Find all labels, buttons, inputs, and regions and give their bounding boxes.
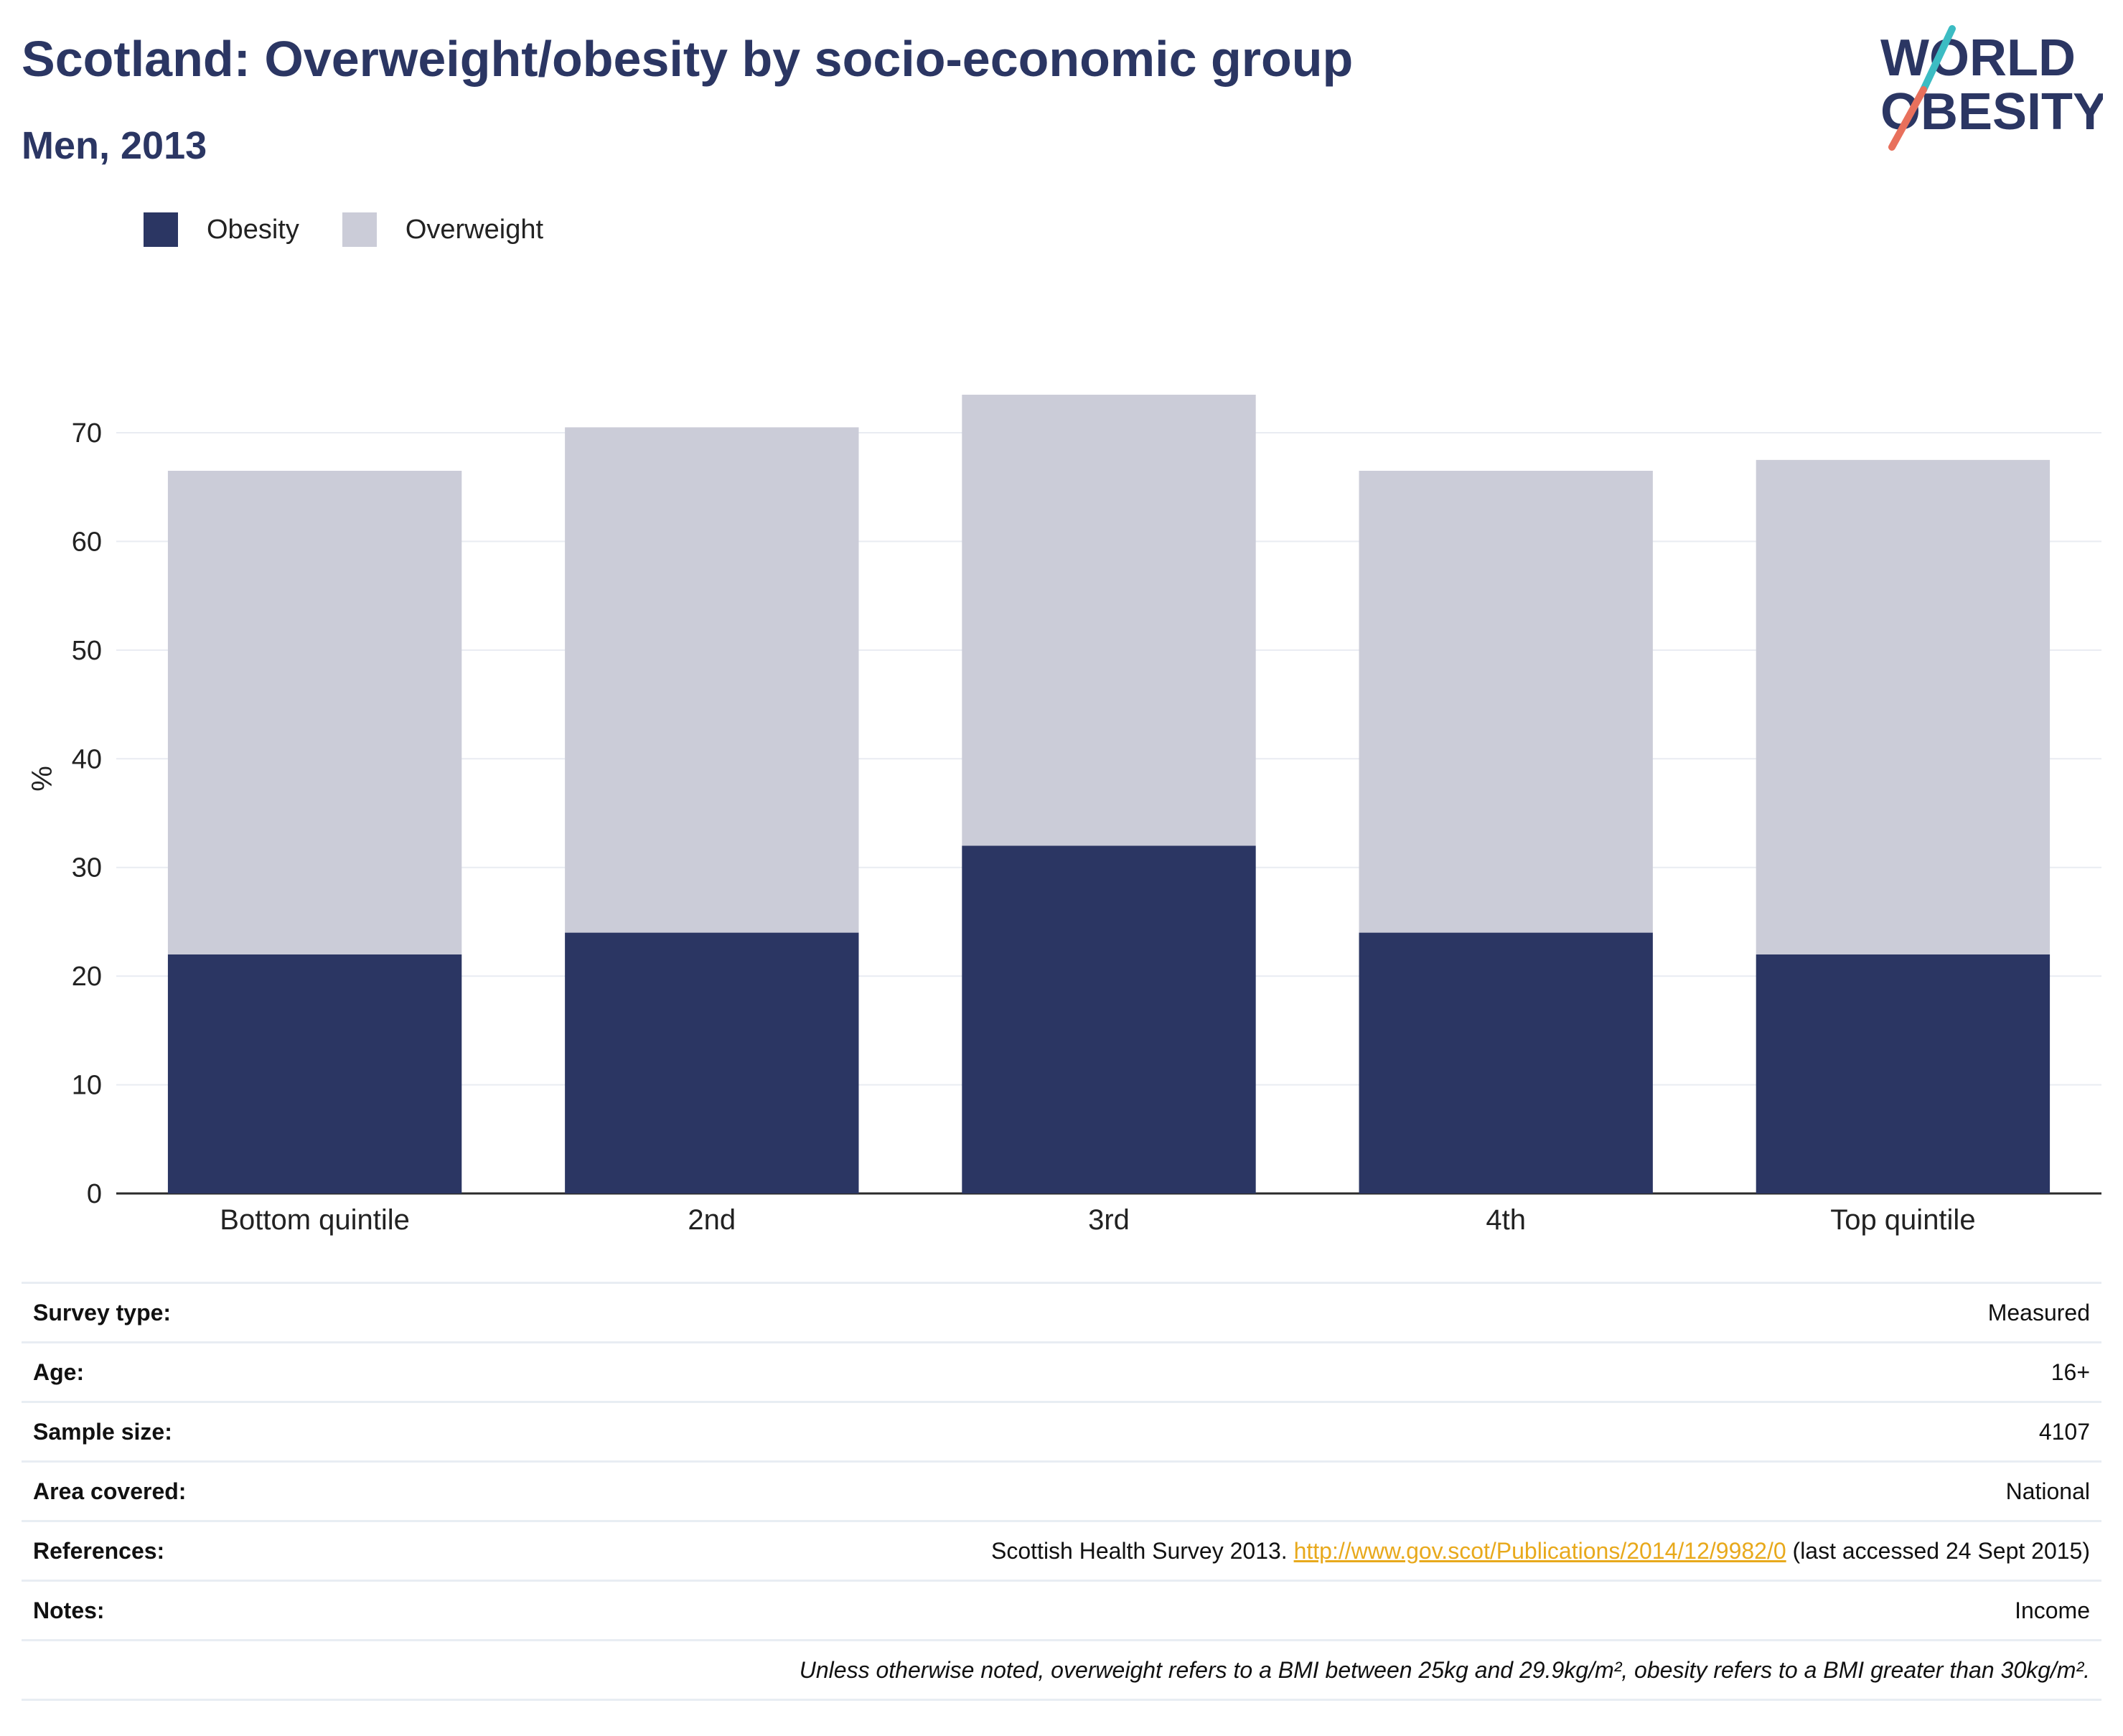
info-key: Sample size:: [33, 1418, 172, 1445]
info-value: Measured: [1987, 1299, 2090, 1326]
world-obesity-logo: WORLD OBESITY: [1880, 25, 2103, 151]
reference-text: Scottish Health Survey 2013.: [991, 1537, 1294, 1564]
legend-swatch-obesity: [144, 212, 178, 247]
reference-link[interactable]: http://www.gov.scot/Publications/2014/12…: [1293, 1537, 1786, 1564]
x-tick-label: 2nd: [688, 1204, 736, 1236]
y-tick-label: 10: [72, 1071, 102, 1101]
info-row-sample-size: Sample size: 4107: [22, 1401, 2101, 1460]
bar-chart: 0 10 20 30 40 50 60 70 Bottom quintile 2nd 3rd 4th…: [27, 395, 2101, 1236]
info-value: 4107: [2038, 1418, 2090, 1445]
y-tick-label: 20: [72, 962, 102, 992]
info-row-references: References: Scottish Health Survey 2013.…: [22, 1520, 2101, 1580]
x-tick-label: Bottom quintile: [220, 1204, 410, 1236]
chart-title: Scotland: Overweight/obesity by socio-ec…: [22, 31, 1354, 87]
logo-line2: OBESITY: [1880, 83, 2103, 141]
info-row-footnote: Unless otherwise noted, overweight refer…: [22, 1639, 2101, 1701]
chart-legend: Obesity Overweight: [144, 212, 586, 247]
y-tick-label: 0: [87, 1179, 102, 1209]
chart-subtitle: Men, 2013: [22, 124, 207, 167]
bar-obesity-5[interactable]: [1756, 954, 2051, 1193]
info-value: 16+: [2051, 1359, 2090, 1385]
logo-slash-coral-icon: [1888, 86, 1927, 151]
y-axis-label: %: [27, 766, 58, 792]
info-row-survey-type: Survey type: Measured: [22, 1282, 2101, 1341]
x-tick-label: 3rd: [1088, 1204, 1130, 1236]
legend-item-overweight[interactable]: Overweight: [342, 212, 543, 247]
footnote: Unless otherwise noted, overweight refer…: [799, 1656, 2090, 1683]
y-tick-label: 30: [72, 853, 102, 883]
logo-line1: WORLD: [1880, 29, 2076, 87]
info-key: Notes:: [33, 1597, 105, 1623]
legend-swatch-overweight: [342, 212, 377, 247]
bar-obesity-2[interactable]: [565, 932, 859, 1193]
info-key: Age:: [33, 1359, 85, 1385]
bar-obesity-4[interactable]: [1359, 932, 1653, 1193]
info-key: References:: [33, 1537, 165, 1564]
bar-overweight-3[interactable]: [962, 395, 1256, 846]
info-row-area-covered: Area covered: National: [22, 1460, 2101, 1520]
x-tick-label: 4th: [1486, 1204, 1526, 1236]
bar-obesity-3[interactable]: [962, 845, 1256, 1193]
y-tick-label: 60: [72, 527, 102, 557]
info-key: Survey type:: [33, 1299, 172, 1326]
y-tick-label: 70: [72, 418, 102, 449]
info-value: National: [2005, 1478, 2090, 1504]
bar-obesity-1[interactable]: [167, 954, 462, 1193]
x-tick-label: Top quintile: [1830, 1204, 1975, 1236]
info-table: Survey type: Measured Age: 16+ Sample si…: [22, 1282, 2101, 1701]
bar-overweight-4[interactable]: [1359, 471, 1653, 933]
legend-item-obesity[interactable]: Obesity: [144, 212, 299, 247]
info-row-notes: Notes: Income: [22, 1580, 2101, 1639]
info-value: Income: [2015, 1597, 2090, 1623]
bar-overweight-5[interactable]: [1756, 459, 2051, 954]
info-value: Scottish Health Survey 2013. http://www.…: [991, 1538, 2090, 1564]
y-tick-label: 40: [72, 744, 102, 774]
legend-label-overweight: Overweight: [405, 214, 544, 245]
y-tick-label: 50: [72, 636, 102, 666]
reference-suffix: (last accessed 24 Sept 2015): [1786, 1537, 2090, 1564]
legend-label-obesity: Obesity: [207, 214, 299, 245]
bar-overweight-1[interactable]: [167, 471, 462, 954]
logo-slash-teal-icon: [1920, 25, 1956, 93]
info-row-age: Age: 16+: [22, 1341, 2101, 1401]
info-key: Area covered:: [33, 1478, 187, 1504]
bar-overweight-2[interactable]: [565, 427, 859, 933]
